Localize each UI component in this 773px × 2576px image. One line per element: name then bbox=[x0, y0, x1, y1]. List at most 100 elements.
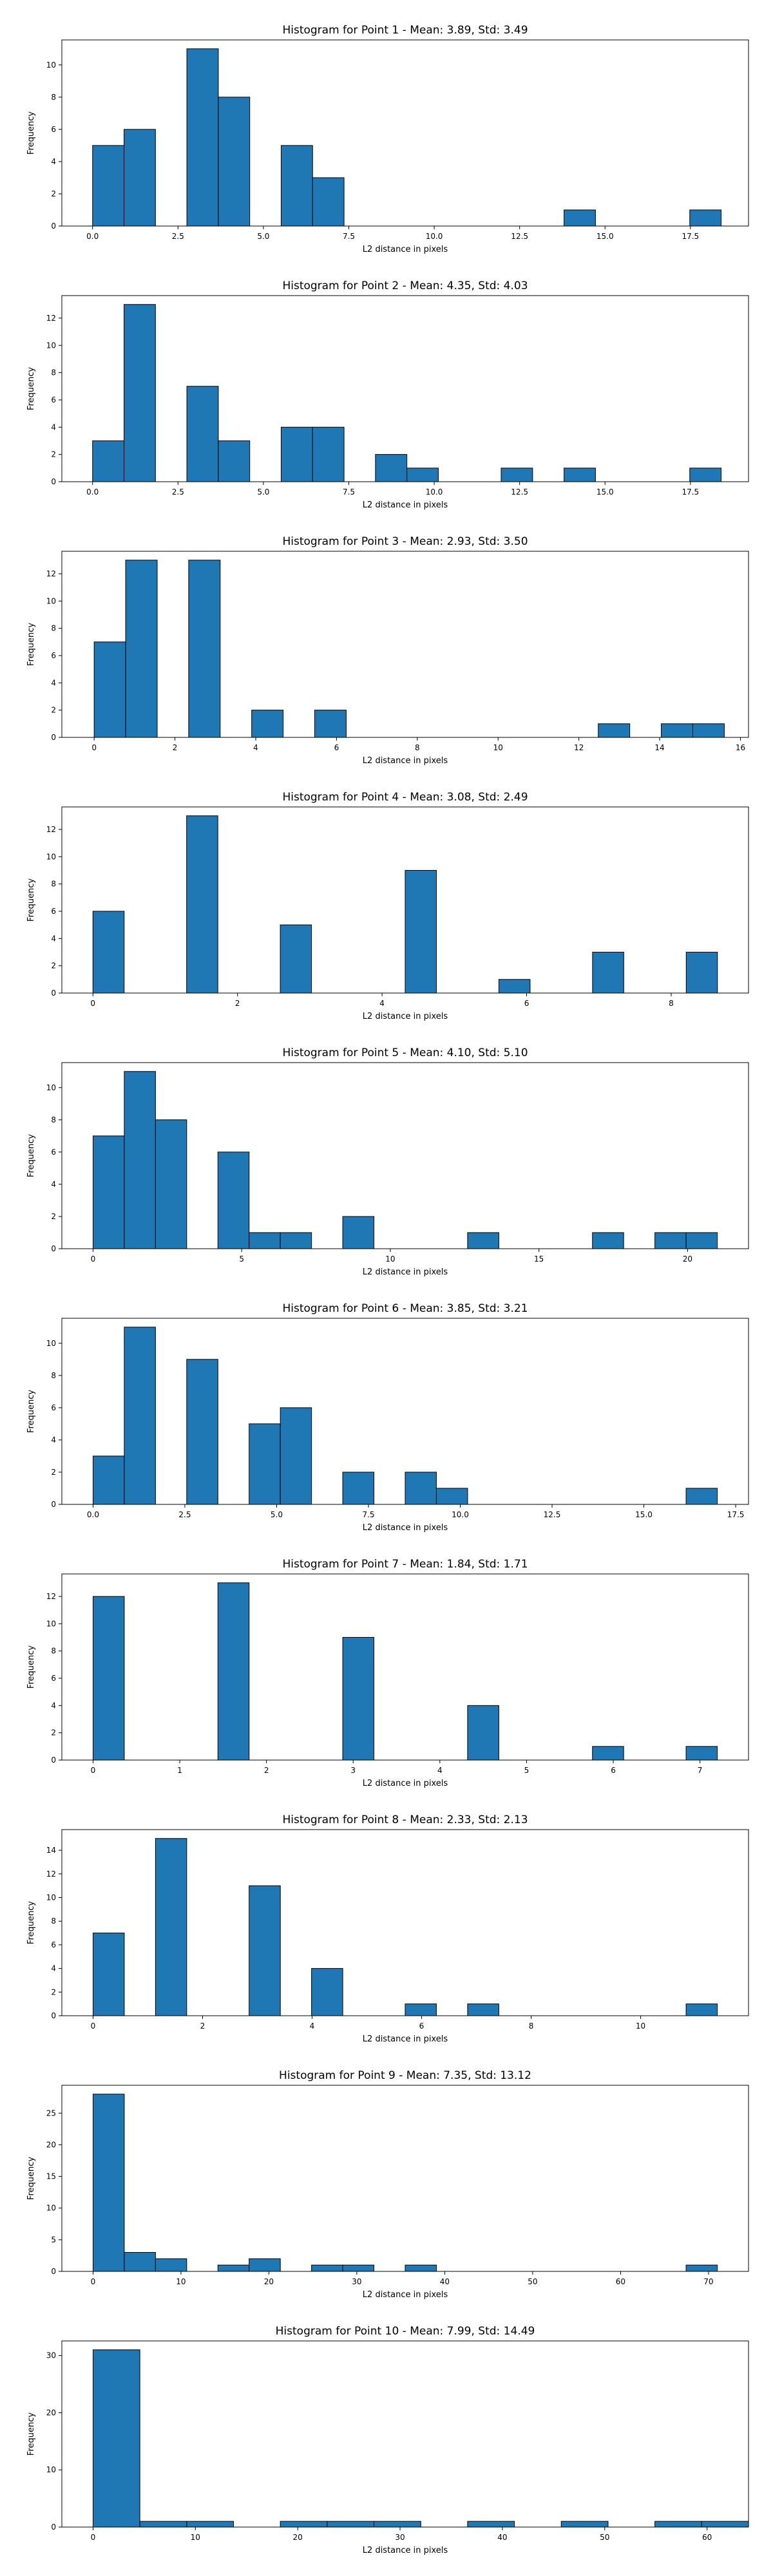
histogram-bar bbox=[124, 1071, 156, 1249]
chart-title: Histogram for Point 1 - Mean: 3.89, Std:… bbox=[282, 24, 528, 37]
histogram-bar bbox=[405, 2003, 437, 2016]
y-axis-label: Frequency bbox=[26, 2157, 36, 2200]
histogram-bar bbox=[560, 2521, 609, 2528]
y-tick-label: 15 bbox=[46, 2172, 56, 2181]
histogram-bar bbox=[311, 2264, 343, 2272]
plot-area-frame bbox=[61, 2085, 749, 2272]
histogram-bar bbox=[92, 2349, 140, 2528]
histogram-bar bbox=[124, 129, 156, 227]
histogram-bar bbox=[592, 1232, 624, 1249]
plot-area-frame bbox=[61, 2340, 749, 2528]
x-tick-label: 4 bbox=[437, 1766, 443, 1775]
histogram-bar bbox=[92, 911, 125, 994]
x-tick-label: 8 bbox=[529, 2022, 534, 2031]
histogram-bar bbox=[685, 1488, 718, 1505]
x-tick-label: 14 bbox=[654, 743, 664, 752]
histogram-bar bbox=[155, 1119, 187, 1249]
y-tick-label: 2 bbox=[51, 1468, 56, 1477]
histogram-bar bbox=[124, 304, 156, 482]
y-tick-label: 10 bbox=[46, 852, 56, 861]
histogram-bar bbox=[280, 426, 313, 482]
y-tick-label: 0 bbox=[51, 2011, 56, 2020]
histogram-panel-10: Histogram for Point 10 - Mean: 7.99, Std… bbox=[26, 2325, 749, 2555]
y-tick-label: 0 bbox=[51, 222, 56, 231]
histogram-bar bbox=[280, 145, 313, 227]
y-tick-label: 12 bbox=[46, 1592, 56, 1601]
y-tick-label: 10 bbox=[46, 1083, 56, 1092]
x-tick-label: 8 bbox=[669, 999, 674, 1008]
y-tick-label: 8 bbox=[51, 880, 56, 889]
x-tick-label: 7.5 bbox=[343, 232, 355, 241]
histogram-bar bbox=[498, 979, 531, 994]
x-tick-label: 2 bbox=[235, 999, 240, 1008]
x-tick-label: 40 bbox=[497, 2533, 507, 2542]
histogram-bar bbox=[405, 1472, 437, 1505]
y-tick-label: 2 bbox=[51, 706, 56, 715]
y-tick-label: 0 bbox=[51, 1244, 56, 1253]
x-tick-label: 50 bbox=[600, 2533, 609, 2542]
histogram-bar bbox=[467, 1232, 499, 1249]
x-tick-label: 16 bbox=[736, 743, 745, 752]
histogram-bar bbox=[405, 2264, 437, 2272]
histogram-bar bbox=[342, 1472, 375, 1505]
histogram-bar bbox=[342, 1636, 375, 1761]
y-tick-label: 14 bbox=[46, 1846, 56, 1855]
y-tick-label: 20 bbox=[46, 2140, 56, 2149]
y-tick-label: 12 bbox=[46, 569, 56, 578]
x-tick-label: 0 bbox=[90, 999, 95, 1008]
histogram-bar bbox=[92, 1596, 125, 1761]
histogram-bar bbox=[124, 2252, 156, 2272]
y-tick-label: 4 bbox=[51, 1701, 56, 1710]
histogram-bar bbox=[93, 641, 126, 738]
y-tick-label: 8 bbox=[51, 1647, 56, 1656]
y-tick-label: 6 bbox=[51, 125, 56, 134]
y-tick-label: 30 bbox=[46, 2351, 56, 2360]
y-tick-label: 6 bbox=[51, 1148, 56, 1157]
x-axis-label: L2 distance in pixels bbox=[363, 1779, 448, 1788]
y-tick-label: 6 bbox=[51, 1940, 56, 1949]
x-tick-label: 2 bbox=[173, 743, 178, 752]
x-tick-label: 6 bbox=[334, 743, 339, 752]
histogram-bar bbox=[501, 468, 533, 482]
x-tick-label: 0 bbox=[91, 2533, 96, 2542]
histogram-panel-9: Histogram for Point 9 - Mean: 7.35, Std:… bbox=[26, 2069, 749, 2300]
x-tick-label: 30 bbox=[352, 2277, 361, 2286]
x-tick-label: 10 bbox=[191, 2533, 200, 2542]
chart-title: Histogram for Point 7 - Mean: 1.84, Std:… bbox=[282, 1558, 528, 1571]
histogram-bar bbox=[155, 2258, 187, 2272]
chart-title: Histogram for Point 5 - Mean: 4.10, Std:… bbox=[282, 1046, 528, 1059]
histogram-bar bbox=[685, 2003, 718, 2016]
x-tick-label: 12.5 bbox=[544, 1510, 561, 1519]
y-tick-label: 2 bbox=[51, 450, 56, 459]
x-tick-label: 20 bbox=[683, 1255, 692, 1264]
histogram-bar bbox=[467, 2003, 499, 2016]
x-tick-label: 15.0 bbox=[596, 488, 614, 497]
histogram-bar bbox=[685, 2264, 718, 2272]
x-axis-label: L2 distance in pixels bbox=[363, 2290, 448, 2300]
x-tick-label: 4 bbox=[253, 743, 258, 752]
y-tick-label: 4 bbox=[51, 1435, 56, 1444]
x-tick-label: 40 bbox=[440, 2277, 450, 2286]
x-tick-label: 10 bbox=[176, 2277, 186, 2286]
histogram-bar bbox=[139, 2521, 187, 2528]
y-axis-label: Frequency bbox=[26, 111, 36, 155]
x-axis-label: L2 distance in pixels bbox=[363, 1267, 448, 1277]
x-tick-label: 70 bbox=[703, 2277, 713, 2286]
y-tick-label: 0 bbox=[51, 989, 56, 998]
y-tick-label: 10 bbox=[46, 1339, 56, 1348]
plot-area-frame bbox=[61, 1573, 749, 1761]
histogram-bar bbox=[155, 1838, 187, 2016]
x-tick-label: 5 bbox=[239, 1255, 244, 1264]
chart-title: Histogram for Point 2 - Mean: 4.35, Std:… bbox=[282, 279, 528, 292]
y-tick-label: 6 bbox=[51, 651, 56, 660]
x-tick-label: 7.5 bbox=[343, 488, 355, 497]
y-tick-label: 4 bbox=[51, 1964, 56, 1973]
histogram-bar bbox=[312, 426, 345, 482]
histogram-bar bbox=[311, 1968, 343, 2016]
histogram-panel-6: Histogram for Point 6 - Mean: 3.85, Std:… bbox=[26, 1302, 749, 1533]
chart-title: Histogram for Point 4 - Mean: 3.08, Std:… bbox=[282, 791, 528, 804]
chart-title: Histogram for Point 6 - Mean: 3.85, Std:… bbox=[282, 1302, 528, 1315]
y-axis-label: Frequency bbox=[26, 1901, 36, 1944]
x-tick-label: 17.5 bbox=[727, 1510, 745, 1519]
